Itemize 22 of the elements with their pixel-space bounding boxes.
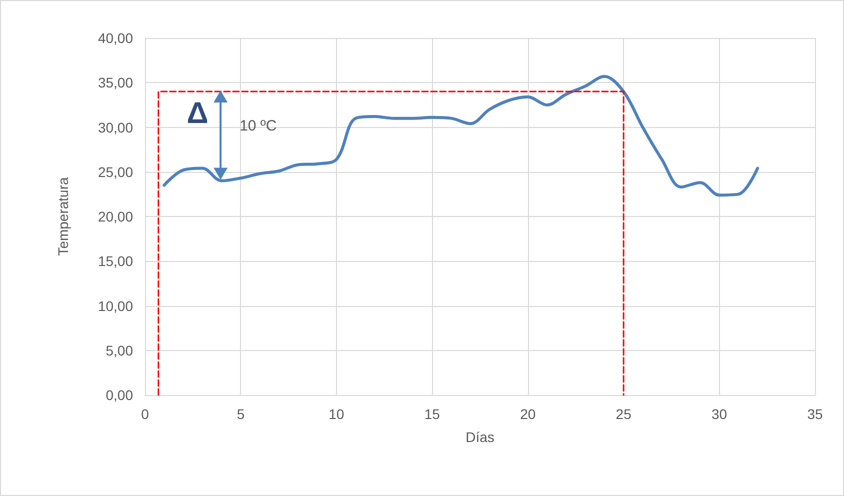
y-tick-label: 5,00 bbox=[106, 342, 134, 358]
x-axis-title: Días bbox=[466, 429, 494, 445]
x-tick-label: 25 bbox=[616, 406, 632, 422]
y-tick-label: 40,00 bbox=[98, 30, 134, 46]
y-tick-label: 15,00 bbox=[98, 253, 134, 270]
annotation: 10 ºC bbox=[240, 118, 277, 135]
annotation: Δ bbox=[186, 97, 208, 130]
x-tick-label: 10 bbox=[328, 406, 344, 422]
x-tick-label: 0 bbox=[141, 406, 150, 422]
x-tick-label: 35 bbox=[807, 406, 823, 422]
x-tick-label: 20 bbox=[520, 406, 536, 422]
y-tick-label: 30,00 bbox=[98, 119, 134, 136]
y-tick-label: 25,00 bbox=[98, 164, 134, 180]
y-tick-label: 20,00 bbox=[98, 208, 134, 224]
x-tick-label: 5 bbox=[236, 406, 245, 422]
y-axis-title: Temperatura bbox=[55, 176, 71, 256]
line-series bbox=[162, 74, 760, 197]
y-tick-label: 0,00 bbox=[106, 387, 134, 403]
x-tick-label: 30 bbox=[711, 406, 728, 422]
y-tick-label: 35,00 bbox=[98, 74, 134, 91]
y-tick-label: 10,00 bbox=[98, 298, 134, 314]
x-tick-label: 15 bbox=[424, 406, 440, 422]
